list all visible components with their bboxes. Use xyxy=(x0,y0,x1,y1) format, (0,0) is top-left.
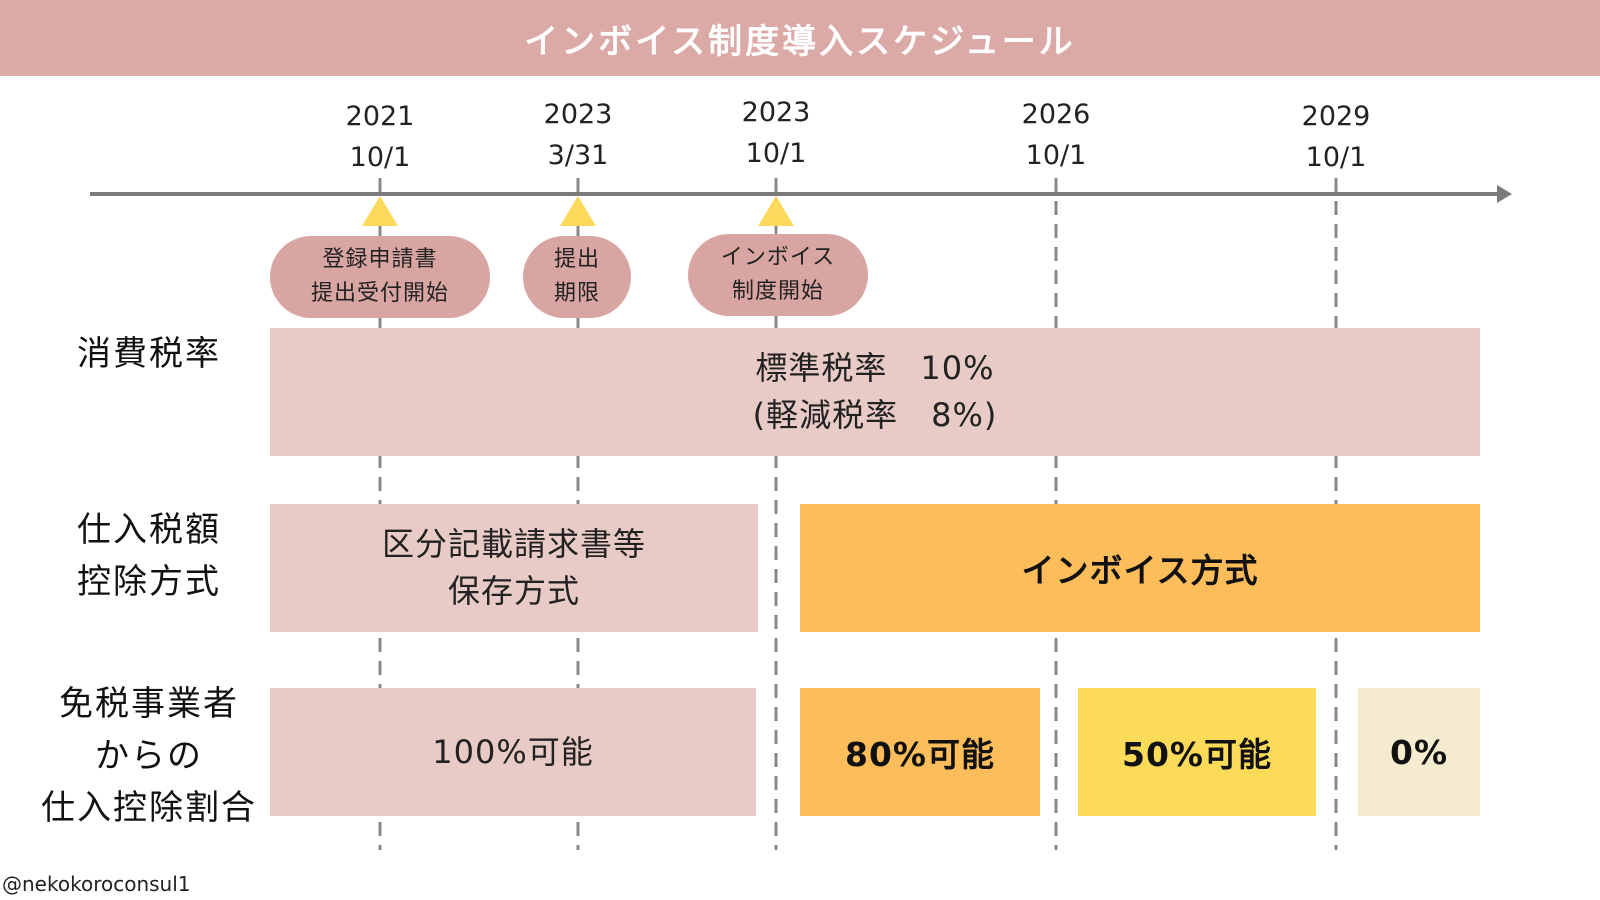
date-year: 2021 xyxy=(345,101,415,132)
date-day: 10/1 xyxy=(1025,140,1087,171)
event-line: 提出 xyxy=(553,247,600,272)
event-line: インボイス xyxy=(720,245,836,270)
ratio-100-box: 100%可能 xyxy=(270,688,756,816)
date-day: 3/31 xyxy=(547,140,609,171)
row-label-text: 仕入控除割合 xyxy=(41,788,257,828)
classified-invoice-method-box: 区分記載請求書等 保存方式 xyxy=(270,504,758,632)
tax-rate-bar: 標準税率 10% (軽減税率 8%) xyxy=(270,328,1480,456)
row-label-text: 消費税率 xyxy=(77,334,221,374)
date-year: 2026 xyxy=(1021,99,1091,130)
ratio-0-box: 0% xyxy=(1358,688,1480,816)
event-line: 登録申請書 xyxy=(322,247,438,272)
event-registration-start: 登録申請書 提出受付開始 xyxy=(270,236,490,318)
date-day: 10/1 xyxy=(1305,142,1367,173)
method-text: 保存方式 xyxy=(447,572,580,610)
date-label-2026-10-1: 2026 10/1 xyxy=(996,94,1116,176)
event-line: 提出受付開始 xyxy=(310,281,449,306)
row-label-text: からの xyxy=(95,736,203,776)
date-day: 10/1 xyxy=(349,142,411,173)
marker-triangle-1 xyxy=(362,196,398,226)
row-label-text: 控除方式 xyxy=(77,562,221,602)
ratio-text: 50%可能 xyxy=(1122,735,1272,774)
author-credit: @nekokoroconsul1 xyxy=(2,872,191,896)
date-day: 10/1 xyxy=(745,138,807,169)
row-label-deduction-method: 仕入税額 控除方式 xyxy=(34,504,264,608)
marker-triangle-2 xyxy=(560,196,596,226)
row-label-consumption-tax: 消費税率 xyxy=(34,328,264,380)
date-label-2023-10-1: 2023 10/1 xyxy=(716,92,836,174)
row-label-exempt-ratio: 免税事業者 からの 仕入控除割合 xyxy=(34,678,264,834)
standard-tax-rate: 標準税率 10% xyxy=(755,349,995,387)
method-text: インボイス方式 xyxy=(1021,551,1259,590)
date-year: 2029 xyxy=(1301,101,1371,132)
ratio-80-box: 80%可能 xyxy=(800,688,1040,816)
date-year: 2023 xyxy=(741,97,811,128)
ratio-text: 100%可能 xyxy=(432,732,594,771)
row-label-text: 免税事業者 xyxy=(59,684,239,724)
row-label-text: 仕入税額 xyxy=(77,510,221,550)
event-submission-deadline: 提出 期限 xyxy=(523,236,631,318)
method-text: 区分記載請求書等 xyxy=(381,525,646,563)
reduced-tax-rate: (軽減税率 8%) xyxy=(752,396,998,434)
ratio-text: 80%可能 xyxy=(845,735,995,774)
marker-triangle-3 xyxy=(758,196,794,226)
page-title: インボイス制度導入スケジュール xyxy=(524,21,1076,62)
ratio-text: 0% xyxy=(1389,732,1449,772)
event-invoice-start: インボイス 制度開始 xyxy=(688,234,868,316)
timeline-arrowhead xyxy=(1497,185,1512,203)
title-banner: インボイス制度導入スケジュール xyxy=(0,0,1600,76)
event-line: 期限 xyxy=(553,281,600,306)
event-line: 制度開始 xyxy=(731,279,824,304)
date-label-2029-10-1: 2029 10/1 xyxy=(1276,96,1396,178)
ratio-50-box: 50%可能 xyxy=(1078,688,1316,816)
date-year: 2023 xyxy=(543,99,613,130)
date-label-2021-10-1: 2021 10/1 xyxy=(320,96,440,178)
date-label-2023-3-31: 2023 3/31 xyxy=(518,94,638,176)
invoice-method-box: インボイス方式 xyxy=(800,504,1480,632)
